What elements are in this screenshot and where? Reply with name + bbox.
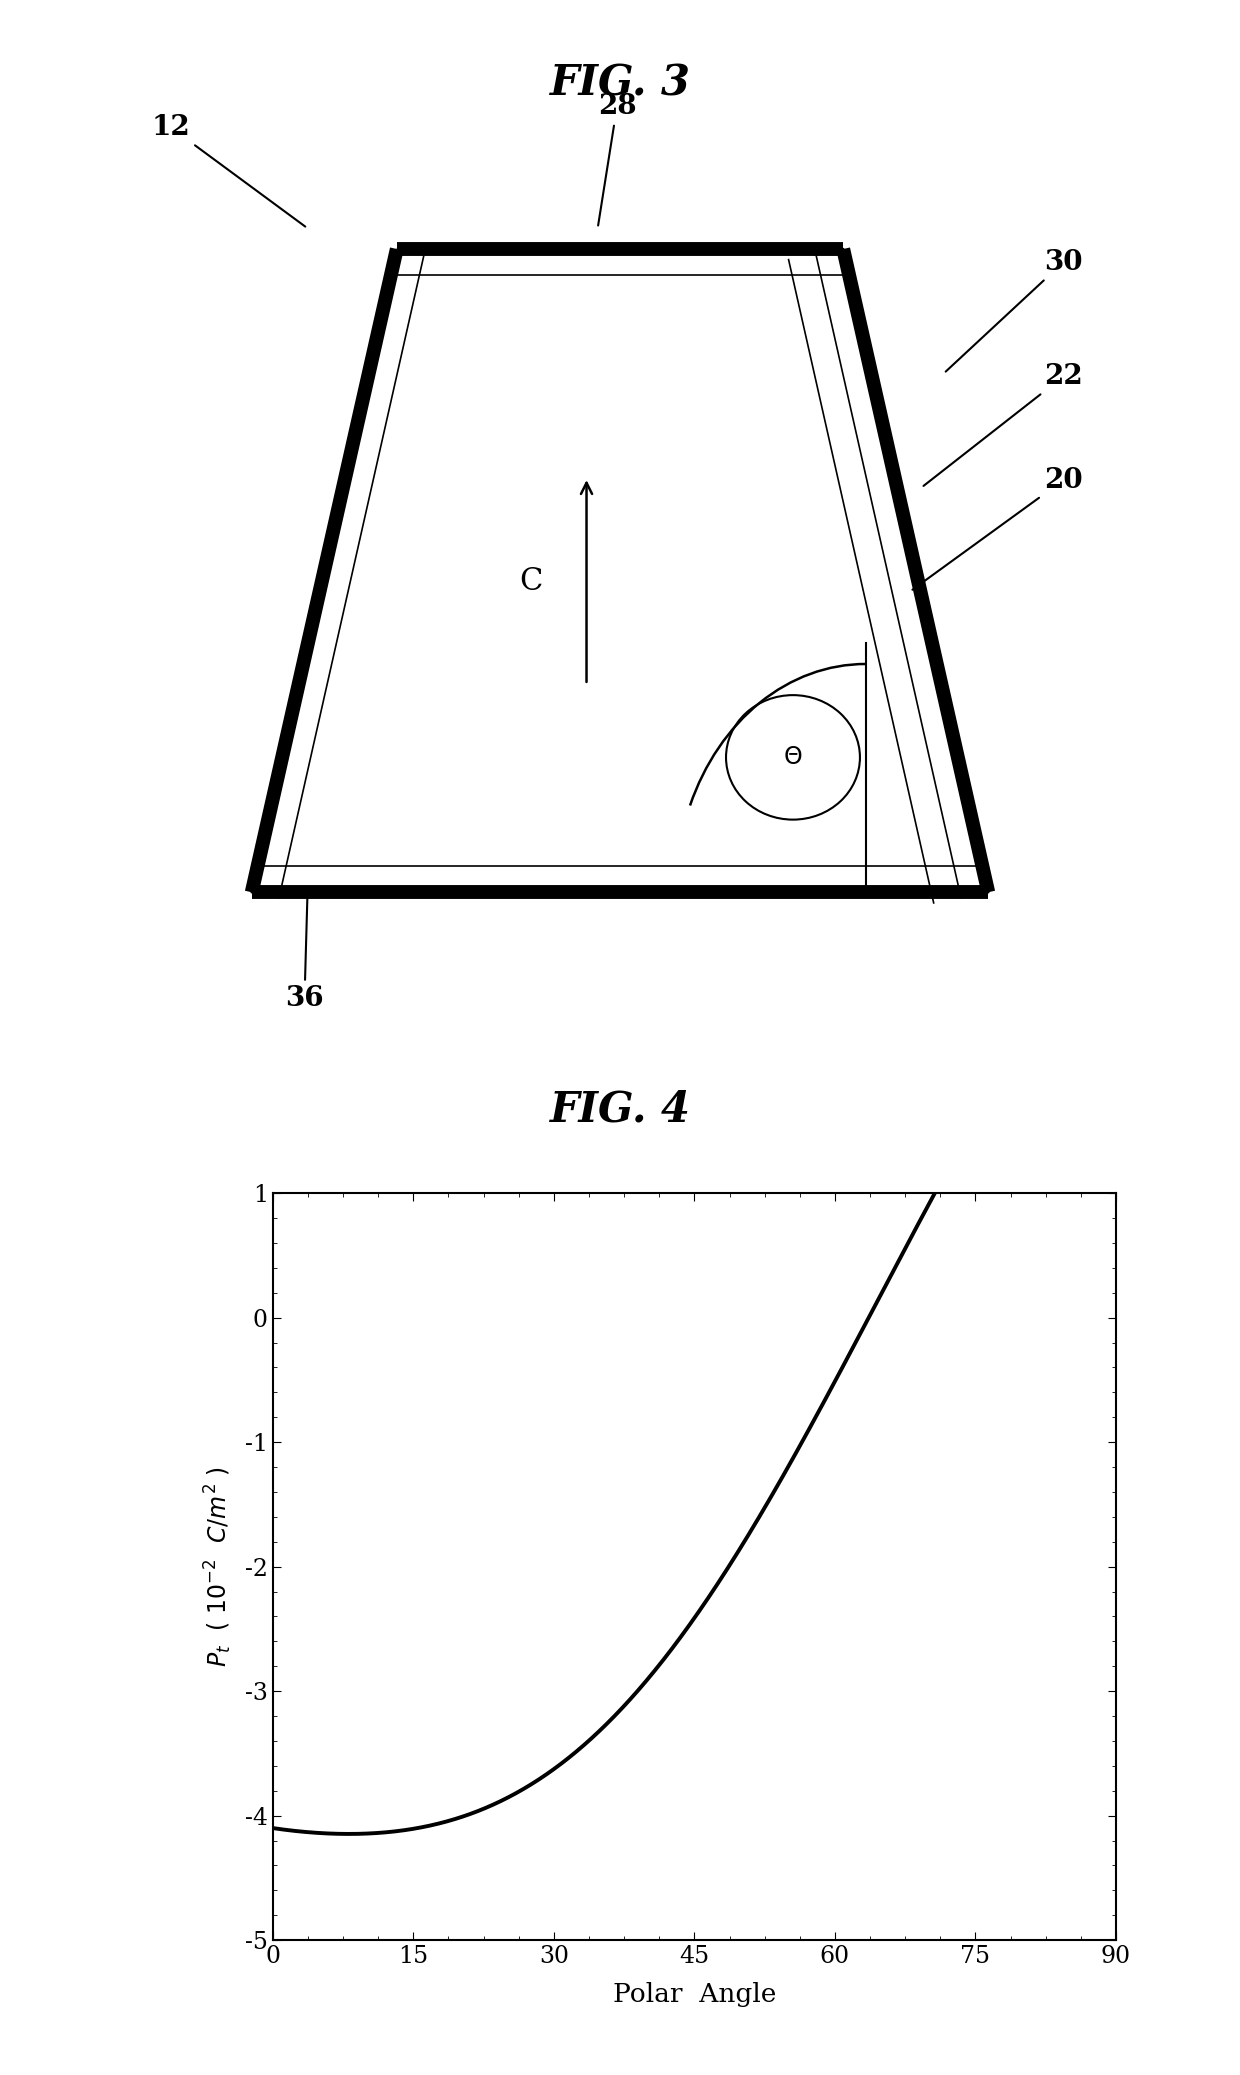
- Text: 22: 22: [924, 363, 1083, 486]
- Text: 12: 12: [151, 114, 305, 226]
- Text: $\Theta$: $\Theta$: [784, 745, 802, 770]
- Text: 30: 30: [946, 249, 1083, 371]
- X-axis label: Polar  Angle: Polar Angle: [613, 1982, 776, 2007]
- Text: FIG. 4: FIG. 4: [549, 1089, 691, 1131]
- Text: 36: 36: [285, 894, 324, 1013]
- Text: FIG. 3: FIG. 3: [549, 62, 691, 104]
- Text: 20: 20: [913, 467, 1083, 589]
- Text: 28: 28: [598, 93, 636, 226]
- Y-axis label: $P_t\ \ (\ 10^{-2}\ \ C/m^2\ )$: $P_t\ \ (\ 10^{-2}\ \ C/m^2\ )$: [202, 1467, 234, 1666]
- Text: C: C: [520, 566, 542, 596]
